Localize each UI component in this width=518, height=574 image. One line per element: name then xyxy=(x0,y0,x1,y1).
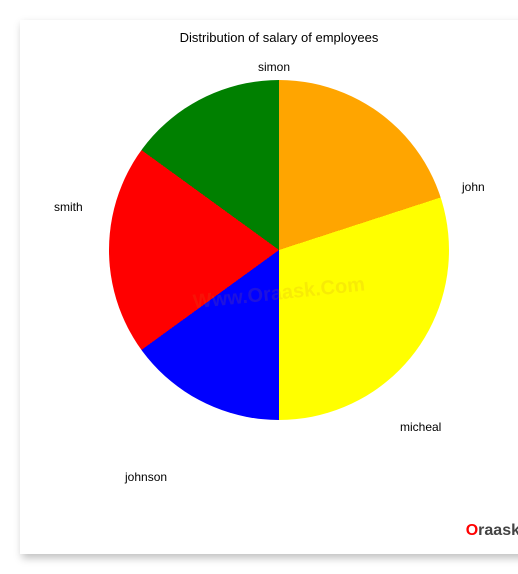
pie-chart xyxy=(109,80,449,420)
brand-rest: raask xyxy=(478,522,518,539)
slice-label: johnson xyxy=(125,470,167,484)
slice-label: micheal xyxy=(400,420,441,434)
slice-label: john xyxy=(462,180,485,194)
brand-logo: Oraask xyxy=(466,522,518,540)
chart-title: Distribution of salary of employees xyxy=(180,30,379,45)
chart-container: Distribution of salary of employees Www.… xyxy=(20,20,518,554)
slice-label: smith xyxy=(54,200,83,214)
pie-wrap xyxy=(109,80,449,420)
slice-label: simon xyxy=(258,60,290,74)
brand-accent: O xyxy=(466,522,478,539)
